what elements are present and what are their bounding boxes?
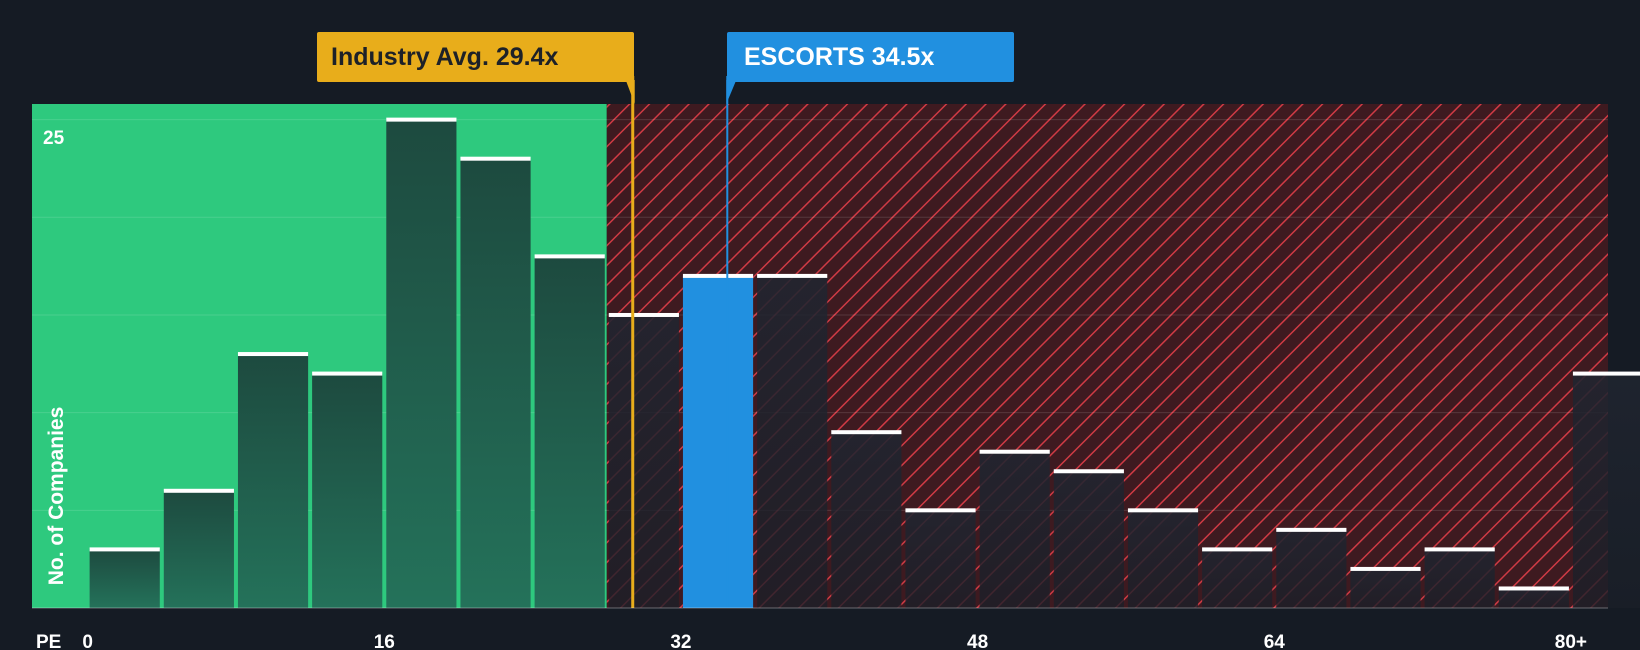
metric-label: PE <box>36 632 61 650</box>
x-tick-label: 80+ <box>1555 632 1587 650</box>
histogram-bar <box>237 354 309 608</box>
histogram-bar <box>534 256 605 608</box>
histogram-bar-cap <box>312 371 383 376</box>
company-pe-callout: ESCORTS 34.5x <box>727 32 1014 82</box>
histogram-bar <box>89 549 160 608</box>
histogram-bar <box>1202 549 1273 608</box>
y-tick-label: 25 <box>43 128 65 149</box>
histogram-bar <box>1424 549 1495 608</box>
histogram-bar <box>831 432 902 608</box>
histogram-bar-cap <box>1572 371 1640 376</box>
x-tick-label: 48 <box>967 632 988 650</box>
histogram-bar <box>460 158 531 608</box>
histogram-bar-cap <box>1202 547 1273 552</box>
histogram-bar <box>682 275 754 608</box>
histogram-bar-cap <box>682 273 754 278</box>
x-tick-label: 32 <box>670 632 691 650</box>
histogram-bar-cap <box>979 449 1050 454</box>
histogram-bar-cap <box>534 254 605 259</box>
histogram-bar-cap <box>89 547 160 552</box>
histogram-bar-cap <box>831 430 902 435</box>
x-tick-label: 64 <box>1264 632 1286 650</box>
histogram-bar-cap <box>1498 586 1569 591</box>
industry-average-callout: Industry Avg. 29.4x <box>317 32 634 82</box>
company-callout-pointer <box>726 80 737 104</box>
y-axis-title: No. of Companies <box>45 407 68 586</box>
histogram-bar <box>1127 510 1199 608</box>
x-tick-label: 16 <box>374 632 395 650</box>
histogram-bar-cap <box>1350 566 1421 571</box>
histogram-bar <box>1498 588 1569 608</box>
histogram-bar-cap <box>757 273 828 278</box>
industry-callout-pointer <box>625 80 635 104</box>
histogram-bar <box>312 373 383 608</box>
histogram-bar-cap <box>1053 469 1124 474</box>
x-tick-label: 0 <box>82 632 93 650</box>
histogram-bar-cap <box>1424 547 1495 552</box>
histogram-bar <box>1053 471 1124 608</box>
histogram-bar-cap <box>1276 527 1347 532</box>
histogram-bar <box>386 119 457 609</box>
histogram-bar <box>1350 568 1421 608</box>
histogram-bar <box>979 451 1050 608</box>
histogram-bar-cap <box>163 488 234 493</box>
histogram-bar <box>163 490 234 608</box>
histogram-bar-cap <box>460 156 531 161</box>
histogram-bar-cap <box>1127 508 1199 513</box>
histogram-bar <box>608 314 679 608</box>
histogram-bar-cap <box>608 312 679 317</box>
histogram-bar <box>757 275 828 608</box>
histogram-bar <box>905 510 976 608</box>
histogram-bar <box>1572 373 1640 608</box>
histogram-bar-cap <box>905 508 976 513</box>
histogram-bar <box>1276 529 1347 608</box>
histogram-bar-cap <box>237 352 309 357</box>
histogram-bar-cap <box>386 117 457 122</box>
